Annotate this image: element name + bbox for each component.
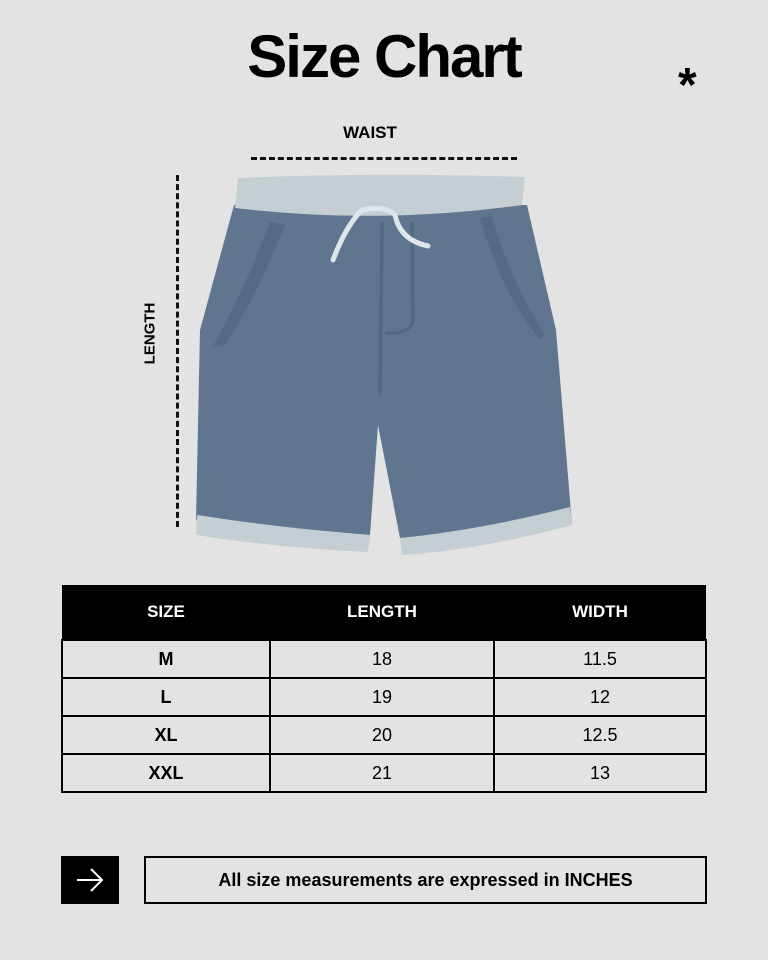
length-dashed-line bbox=[176, 175, 179, 527]
size-cell: XXL bbox=[61, 753, 271, 793]
width-cell: 13 bbox=[493, 753, 707, 793]
size-cell: L bbox=[61, 677, 271, 717]
width-cell: 11.5 bbox=[493, 639, 707, 679]
size-cell: XL bbox=[61, 715, 271, 755]
length-cell: 21 bbox=[269, 753, 495, 793]
table-row: M 18 11.5 bbox=[61, 639, 707, 679]
header-size: SIZE bbox=[62, 585, 270, 640]
size-cell: M bbox=[61, 639, 271, 679]
table-row: L 19 12 bbox=[61, 677, 707, 717]
width-cell: 12.5 bbox=[493, 715, 707, 755]
asterisk-icon: * bbox=[678, 59, 697, 112]
table-row: XL 20 12.5 bbox=[61, 715, 707, 755]
table-row: XXL 21 13 bbox=[61, 753, 707, 793]
size-table: SIZE LENGTH WIDTH M 18 11.5 L 19 12 XL 20 12.5… bbox=[61, 585, 707, 793]
header-width: WIDTH bbox=[494, 585, 706, 640]
table-header-row: SIZE LENGTH WIDTH bbox=[62, 585, 706, 640]
page-title: Size Chart bbox=[247, 23, 522, 90]
length-cell: 20 bbox=[269, 715, 495, 755]
width-cell: 12 bbox=[493, 677, 707, 717]
shorts-illustration bbox=[196, 174, 572, 555]
header-length: LENGTH bbox=[270, 585, 494, 640]
length-cell: 19 bbox=[269, 677, 495, 717]
units-note: All size measurements are expressed in I… bbox=[144, 856, 707, 904]
waist-dashed-line bbox=[251, 157, 517, 160]
arrow-button bbox=[61, 856, 119, 904]
waist-label: WAIST bbox=[343, 123, 397, 142]
length-cell: 18 bbox=[269, 639, 495, 679]
arrow-right-icon bbox=[77, 868, 104, 892]
